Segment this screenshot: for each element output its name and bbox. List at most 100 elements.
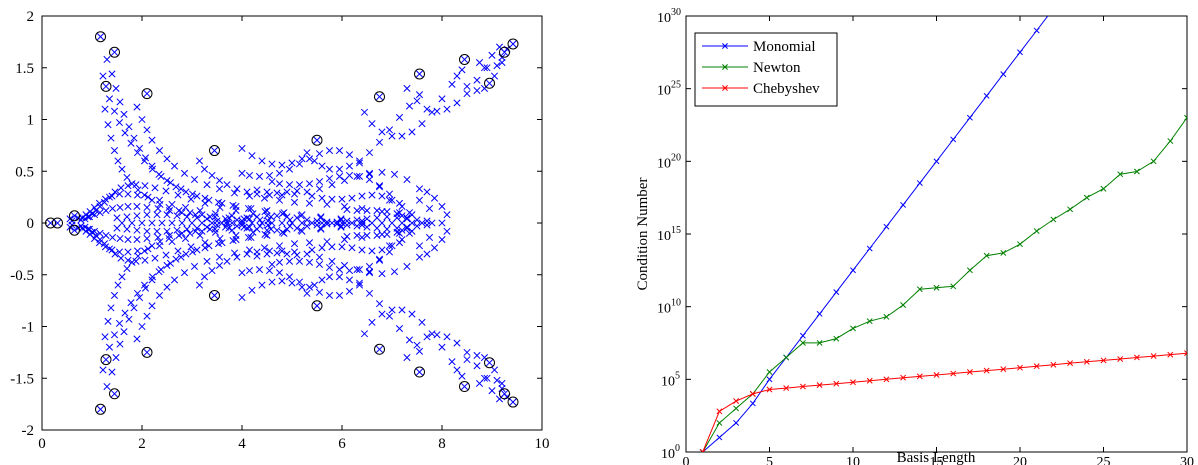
circled-root-point [499, 46, 510, 58]
root-point [375, 255, 384, 263]
root-point [103, 55, 111, 64]
root-point [163, 283, 171, 291]
y-tick-label: 10 [657, 11, 671, 26]
root-point [318, 194, 326, 202]
root-point [177, 185, 185, 193]
root-point [99, 72, 107, 80]
root-point [187, 243, 195, 251]
series-chebyshev [699, 350, 1187, 452]
root-point [408, 310, 416, 318]
y-axis-label: Condition Number [635, 178, 651, 291]
root-point [283, 188, 291, 196]
root-point [248, 152, 256, 160]
root-point [108, 192, 116, 200]
root-point [107, 134, 115, 142]
root-point [373, 231, 381, 239]
root-point [378, 192, 386, 200]
root-point [283, 213, 291, 221]
root-point [148, 273, 157, 281]
left-axes: 0 2 4 6 8 10 -2 -1.5 -1 -0.5 0 0.5 1 1.5 2 [10, 9, 549, 452]
root-point [413, 97, 421, 105]
root-point [345, 276, 354, 284]
root-point [155, 291, 164, 300]
root-point [318, 219, 326, 227]
root-point [458, 66, 466, 74]
root-point [261, 230, 269, 238]
circled-root-point [507, 396, 519, 408]
series-point [833, 335, 840, 342]
root-point [268, 278, 276, 286]
x-tick-label: 20 [1013, 455, 1027, 465]
root-point [388, 219, 396, 227]
root-point [124, 248, 132, 256]
root-point [388, 132, 396, 140]
root-point [278, 277, 286, 285]
root-point [148, 219, 156, 227]
root-point [383, 225, 391, 233]
root-point [303, 289, 311, 297]
series-point [883, 313, 890, 320]
series-point [766, 376, 773, 383]
root-point [355, 157, 364, 165]
root-point [390, 268, 399, 276]
root-point [338, 195, 346, 203]
series-point [733, 405, 740, 412]
root-point [229, 237, 237, 245]
root-point [198, 227, 206, 235]
root-point [275, 269, 284, 277]
root-point [278, 191, 286, 199]
root-point [118, 219, 126, 227]
root-point [297, 226, 305, 234]
root-point [115, 190, 124, 198]
root-point [268, 178, 276, 186]
root-point [203, 215, 211, 223]
series-point [749, 400, 756, 407]
root-point [245, 215, 254, 223]
root-point [318, 162, 326, 170]
root-point [108, 246, 116, 254]
root-point [260, 194, 269, 202]
root-point [295, 160, 304, 168]
root-point [473, 351, 481, 360]
root-point [111, 188, 119, 196]
root-point [423, 221, 431, 229]
root-point [343, 221, 351, 229]
y-tick-exponent: 5 [675, 370, 680, 381]
root-point [110, 390, 119, 398]
root-point [228, 212, 236, 220]
root-point [158, 219, 166, 227]
root-point [405, 336, 414, 344]
root-point [278, 210, 287, 218]
root-point [385, 190, 394, 198]
circled-root-point [311, 300, 323, 312]
root-point [443, 227, 451, 235]
root-point [273, 189, 281, 197]
series-point [799, 339, 806, 346]
series-point [916, 286, 923, 293]
circled-root-point [311, 134, 323, 146]
root-point [223, 181, 231, 189]
root-point [258, 157, 266, 165]
root-point [403, 215, 411, 223]
root-point [338, 243, 346, 251]
root-point [313, 302, 321, 310]
root-point [132, 181, 140, 189]
root-point [405, 102, 414, 110]
root-point [70, 212, 79, 220]
root-point [163, 211, 171, 219]
root-point [285, 257, 294, 265]
root-point [438, 343, 446, 351]
series-point [733, 419, 740, 426]
root-point [166, 259, 175, 267]
root-point [140, 247, 149, 255]
root-point [253, 225, 261, 233]
root-point [263, 231, 271, 239]
root-point [498, 379, 506, 387]
root-point [112, 353, 120, 362]
root-point [460, 382, 469, 391]
series-lines [699, 16, 1187, 452]
root-point [415, 70, 424, 78]
root-point [353, 216, 361, 224]
root-point [228, 226, 236, 234]
root-point [148, 302, 156, 310]
